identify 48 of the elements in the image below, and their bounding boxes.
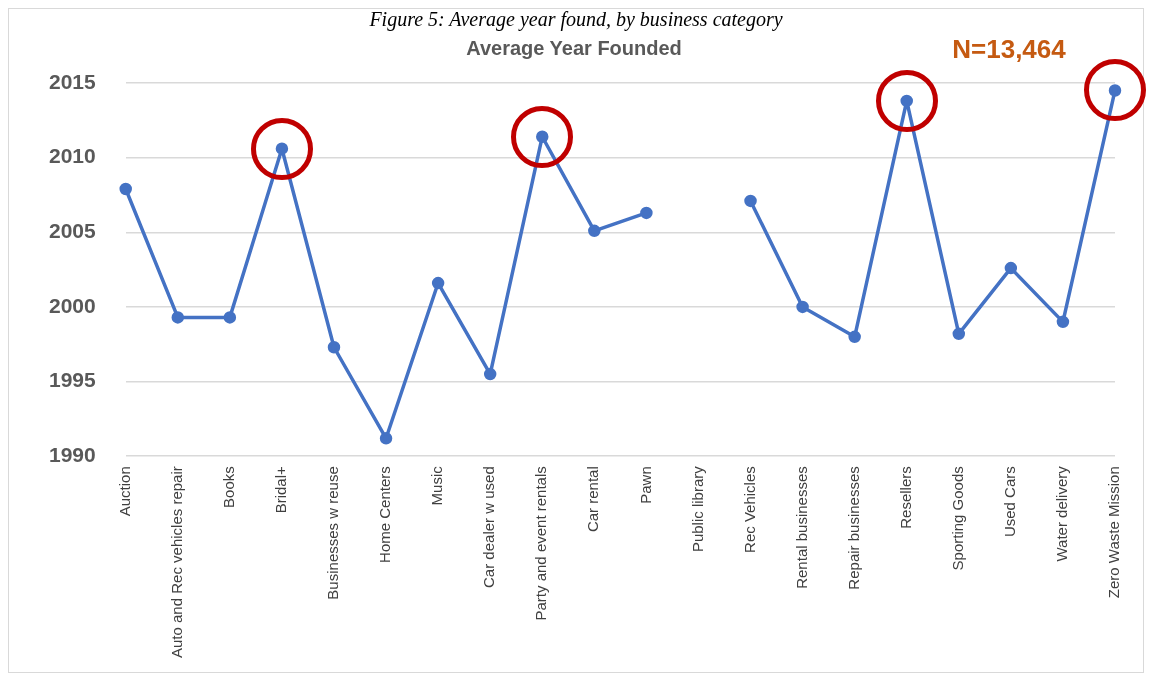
point — [1108, 84, 1122, 97]
point — [1004, 261, 1018, 275]
x-tick-label: Resellers — [896, 466, 914, 529]
x-tick-label: Water delivery — [1053, 465, 1071, 562]
x-tick-label: Auto and Rec vehicles repair — [167, 466, 185, 659]
x-tick-label: Party and event rentals — [532, 466, 550, 621]
x-tick-label: Bridal+ — [272, 465, 290, 514]
caption: Figure 5: Average year found, by business category — [368, 8, 783, 32]
point — [1056, 315, 1070, 329]
x-tick-label: Used Cars — [1001, 466, 1019, 538]
point — [848, 330, 861, 344]
point — [327, 341, 341, 354]
point — [796, 300, 809, 314]
x-tick-label: Rental businesses — [792, 466, 810, 589]
point — [275, 142, 289, 155]
x-tick-label: Zero Waste Mission — [1105, 466, 1123, 599]
x-tick-label: Car dealer w used — [480, 466, 498, 588]
y-tick-label: 2015 — [49, 69, 97, 93]
point — [379, 432, 393, 445]
chart-title: Average Year Founded — [466, 36, 682, 59]
x-tick-label: Pawn — [636, 466, 654, 504]
point — [900, 94, 913, 108]
y-tick-label: 1995 — [49, 368, 97, 392]
x-tick-label: Businesses w reuse — [324, 466, 342, 600]
y-tick-label: 1990 — [49, 443, 96, 467]
point — [536, 130, 549, 143]
y-tick-label: 2005 — [49, 219, 97, 243]
point — [223, 311, 237, 324]
x-tick-label: Repair businesses — [844, 466, 862, 590]
point — [119, 182, 132, 196]
y-tick-label: 2000 — [49, 293, 96, 317]
point — [431, 276, 445, 290]
x-tick-label: Auction — [115, 466, 133, 517]
y-tick-label: 2010 — [49, 144, 96, 168]
point — [171, 311, 185, 324]
x-tick-label: Music — [428, 465, 446, 506]
point — [588, 224, 601, 238]
point — [483, 367, 497, 381]
x-tick-label: Books — [219, 466, 237, 508]
point — [952, 327, 966, 341]
x-tick-label: Public library — [688, 465, 706, 553]
x-tick-label: Home Centers — [376, 466, 394, 563]
point — [744, 194, 757, 208]
text: N=13,464 — [952, 34, 1067, 65]
x-tick-label: Rec Vehicles — [740, 466, 758, 553]
x-tick-label: Sporting Goods — [948, 466, 966, 571]
x-tick-label: Car rental — [584, 466, 602, 533]
point — [640, 206, 653, 220]
